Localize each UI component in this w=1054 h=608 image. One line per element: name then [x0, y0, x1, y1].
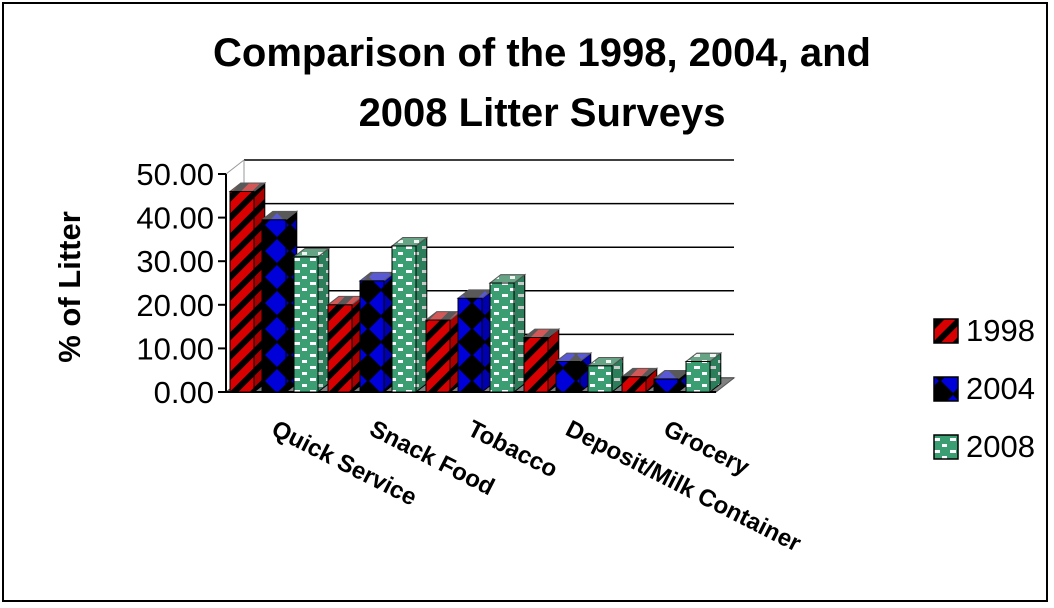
- bar: [685, 360, 711, 393]
- y-axis-label: % of Litter: [52, 211, 87, 363]
- bar-side: [415, 236, 428, 394]
- bar: [489, 282, 515, 393]
- bar: [327, 304, 353, 393]
- legend-swatch: [933, 434, 959, 460]
- bar: [229, 190, 255, 393]
- chart: Comparison of the 1998, 2004, and 2008 L…: [52, 31, 1035, 557]
- y-tick-label: 20.00: [136, 288, 214, 323]
- bar: [457, 297, 483, 393]
- bar: [261, 219, 287, 393]
- bar: [391, 245, 417, 393]
- side-wall-edge: [225, 159, 245, 175]
- bar: [621, 376, 647, 393]
- y-tick-label: 30.00: [136, 244, 214, 279]
- bar: [293, 256, 319, 393]
- bar-side: [317, 247, 330, 394]
- legend: 1998 2004 2008: [933, 313, 1035, 464]
- chart-title-line-2: 2008 Litter Surveys: [359, 91, 726, 135]
- legend-label: 2008: [966, 429, 1035, 464]
- y-tick-label: 50.00: [136, 157, 214, 192]
- bar: [523, 337, 549, 393]
- y-tick-label: 40.00: [136, 201, 214, 236]
- chart-frame: Comparison of the 1998, 2004, and 2008 L…: [2, 2, 1048, 602]
- bar: [587, 365, 613, 393]
- bar: [359, 280, 385, 393]
- legend-swatch: [933, 318, 959, 344]
- bar: [653, 378, 679, 393]
- y-tick-label: 10.00: [136, 331, 214, 366]
- legend-label: 1998: [966, 313, 1035, 348]
- legend-label: 2004: [966, 371, 1035, 406]
- bar: [555, 360, 581, 393]
- chart-title-line-1: Comparison of the 1998, 2004, and: [213, 31, 871, 75]
- y-tick-label: 0.00: [154, 375, 214, 410]
- bar-side: [513, 273, 526, 394]
- legend-swatch: [933, 376, 959, 402]
- bar: [425, 319, 451, 393]
